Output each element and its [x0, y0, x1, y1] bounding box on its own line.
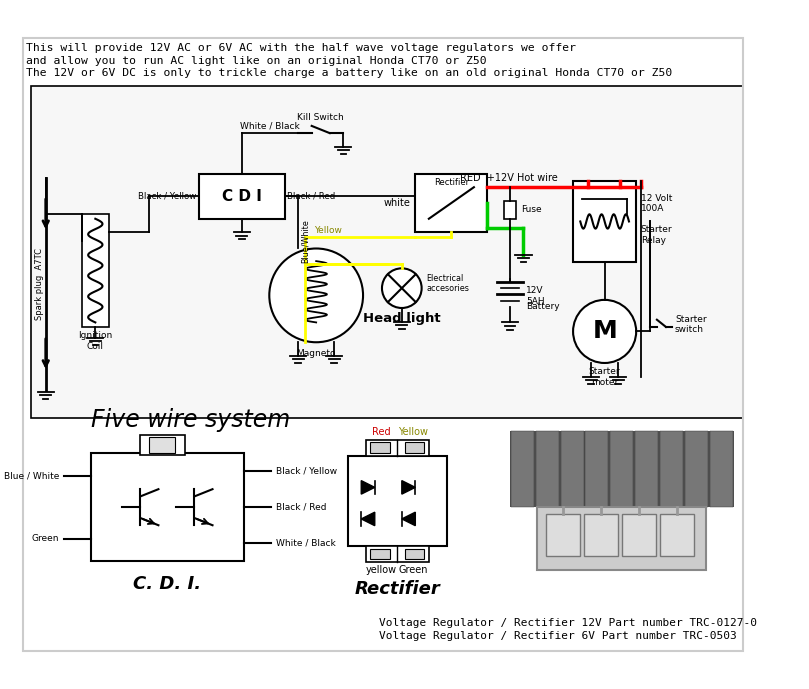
- Text: Electrical
accesories: Electrical accesories: [426, 274, 469, 294]
- Bar: [659, 515, 694, 556]
- Text: Voltage Regulator / Rectifier 12V Part number TRC-0127-0: Voltage Regulator / Rectifier 12V Part n…: [379, 618, 757, 628]
- Circle shape: [382, 268, 421, 308]
- Bar: [584, 515, 618, 556]
- Bar: [150, 437, 175, 453]
- Text: Yellow: Yellow: [398, 427, 428, 437]
- Text: 12V
5AH: 12V 5AH: [526, 287, 544, 306]
- Text: yellow: yellow: [366, 565, 397, 575]
- Text: Green: Green: [398, 565, 428, 575]
- Text: Blue / White: Blue / White: [4, 471, 59, 480]
- Text: C D I: C D I: [222, 189, 262, 204]
- Polygon shape: [402, 512, 415, 526]
- Text: C. D. I.: C. D. I.: [133, 575, 201, 593]
- Text: Yellow: Yellow: [315, 226, 342, 235]
- Text: Kill Switch: Kill Switch: [297, 113, 344, 123]
- Bar: [561, 431, 583, 507]
- Text: Starter
switch: Starter switch: [675, 314, 706, 334]
- Text: Black / Red: Black / Red: [287, 192, 336, 200]
- Bar: [510, 431, 534, 507]
- Bar: [371, 548, 390, 559]
- Bar: [622, 515, 656, 556]
- Text: and allow you to run AC light like on an original Honda CT70 or Z50: and allow you to run AC light like on an…: [26, 56, 486, 65]
- Text: The 12V or 6V DC is only to trickle charge a battery like on an old original Hon: The 12V or 6V DC is only to trickle char…: [26, 68, 672, 79]
- Text: Black / Yellow: Black / Yellow: [276, 466, 337, 475]
- Text: Magneto: Magneto: [296, 349, 336, 358]
- Text: Starter
moter: Starter moter: [589, 367, 621, 387]
- Bar: [610, 431, 633, 507]
- Text: RED  +12V Hot wire: RED +12V Hot wire: [460, 173, 558, 183]
- Text: Voltage Regulator / Rectifier 6V Part number TRC-0503: Voltage Regulator / Rectifier 6V Part nu…: [379, 630, 737, 641]
- Text: Black / Red: Black / Red: [276, 503, 326, 512]
- Polygon shape: [362, 481, 375, 494]
- Bar: [586, 431, 608, 507]
- Text: Rectifier: Rectifier: [434, 178, 469, 187]
- Bar: [199, 174, 285, 218]
- Text: Five wire system: Five wire system: [91, 408, 290, 432]
- Bar: [366, 440, 429, 456]
- Text: Spark plug  A7TC: Spark plug A7TC: [35, 248, 44, 320]
- Polygon shape: [402, 481, 415, 494]
- Text: Head light: Head light: [363, 313, 441, 325]
- Text: Fuse: Fuse: [521, 205, 541, 214]
- Text: Rectifier: Rectifier: [354, 580, 440, 598]
- Text: 12 Volt
100A: 12 Volt 100A: [641, 194, 672, 213]
- Text: White / Black: White / Black: [240, 121, 300, 130]
- Bar: [537, 507, 706, 570]
- Bar: [141, 435, 185, 455]
- Text: Blue/White: Blue/White: [301, 219, 310, 263]
- Text: Battery: Battery: [526, 302, 560, 311]
- Text: Starter
Relay: Starter Relay: [641, 225, 672, 245]
- Bar: [348, 456, 447, 546]
- Polygon shape: [362, 512, 375, 526]
- Circle shape: [573, 300, 636, 363]
- Text: Green: Green: [32, 534, 59, 543]
- Text: Red: Red: [372, 427, 391, 437]
- Bar: [91, 453, 244, 562]
- Bar: [404, 548, 425, 559]
- Bar: [635, 431, 658, 507]
- Bar: [684, 431, 708, 507]
- Text: White / Black: White / Black: [276, 539, 336, 548]
- Text: Ignition
Coil: Ignition Coil: [78, 331, 112, 351]
- Bar: [510, 431, 734, 507]
- Bar: [536, 431, 559, 507]
- Bar: [82, 214, 109, 327]
- Bar: [366, 546, 429, 562]
- Bar: [415, 174, 488, 232]
- Circle shape: [269, 249, 363, 342]
- Text: Black / Yellow: Black / Yellow: [138, 192, 197, 200]
- Text: This will provide 12V AC or 6V AC with the half wave voltage regulators we offer: This will provide 12V AC or 6V AC with t…: [26, 43, 576, 53]
- Text: M: M: [592, 320, 617, 343]
- Bar: [504, 200, 516, 218]
- Bar: [32, 86, 743, 418]
- Bar: [546, 515, 580, 556]
- Bar: [404, 442, 425, 453]
- Bar: [573, 181, 636, 262]
- Text: white: white: [384, 198, 411, 208]
- Bar: [660, 431, 683, 507]
- Bar: [709, 431, 733, 507]
- Bar: [371, 442, 390, 453]
